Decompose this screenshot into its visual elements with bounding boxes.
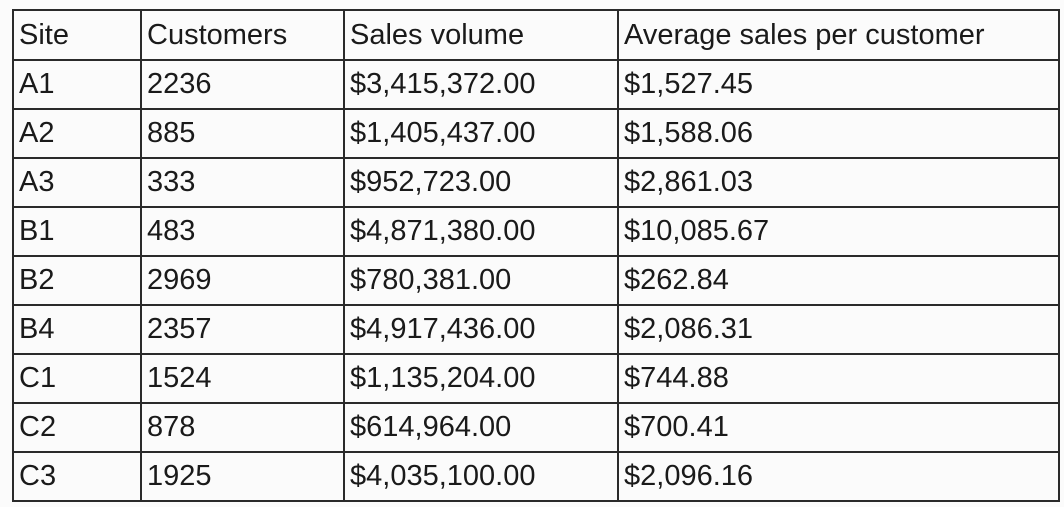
cell-site: C2 [12, 402, 142, 453]
header-average-sales: Average sales per customer [617, 9, 1060, 61]
table-row: C3 1925 $4,035,100.00 $2,096.16 [12, 451, 1060, 502]
cell-site: A3 [12, 157, 142, 208]
table-row: C1 1524 $1,135,204.00 $744.88 [12, 353, 1060, 404]
cell-sales-volume: $1,135,204.00 [343, 353, 619, 404]
cell-site: C3 [12, 451, 142, 502]
cell-average-sales: $1,588.06 [617, 108, 1060, 159]
cell-site: A2 [12, 108, 142, 159]
cell-customers: 2969 [140, 255, 345, 306]
cell-site: C1 [12, 353, 142, 404]
cell-sales-volume: $952,723.00 [343, 157, 619, 208]
cell-sales-volume: $3,415,372.00 [343, 59, 619, 110]
cell-site: B2 [12, 255, 142, 306]
cell-average-sales: $262.84 [617, 255, 1060, 306]
table-row: A1 2236 $3,415,372.00 $1,527.45 [12, 59, 1060, 110]
header-site: Site [12, 9, 142, 61]
cell-sales-volume: $780,381.00 [343, 255, 619, 306]
cell-customers: 333 [140, 157, 345, 208]
cell-average-sales: $2,096.16 [617, 451, 1060, 502]
cell-sales-volume: $4,917,436.00 [343, 304, 619, 355]
cell-customers: 885 [140, 108, 345, 159]
cell-sales-volume: $614,964.00 [343, 402, 619, 453]
table-row: A3 333 $952,723.00 $2,861.03 [12, 157, 1060, 208]
cell-average-sales: $744.88 [617, 353, 1060, 404]
cell-average-sales: $2,861.03 [617, 157, 1060, 208]
cell-site: A1 [12, 59, 142, 110]
cell-sales-volume: $4,871,380.00 [343, 206, 619, 257]
cell-average-sales: $1,527.45 [617, 59, 1060, 110]
cell-sales-volume: $4,035,100.00 [343, 451, 619, 502]
header-customers: Customers [140, 9, 345, 61]
table-row: A2 885 $1,405,437.00 $1,588.06 [12, 108, 1060, 159]
header-sales-volume: Sales volume [343, 9, 619, 61]
cell-customers: 1925 [140, 451, 345, 502]
cell-average-sales: $10,085.67 [617, 206, 1060, 257]
table-row: B4 2357 $4,917,436.00 $2,086.31 [12, 304, 1060, 355]
cell-customers: 1524 [140, 353, 345, 404]
cell-customers: 2236 [140, 59, 345, 110]
cell-site: B4 [12, 304, 142, 355]
cell-customers: 2357 [140, 304, 345, 355]
cell-sales-volume: $1,405,437.00 [343, 108, 619, 159]
sales-table: Site Customers Sales volume Average sale… [12, 9, 1060, 502]
cell-average-sales: $2,086.31 [617, 304, 1060, 355]
table-row: B1 483 $4,871,380.00 $10,085.67 [12, 206, 1060, 257]
cell-site: B1 [12, 206, 142, 257]
table-row: B2 2969 $780,381.00 $262.84 [12, 255, 1060, 306]
table-header-row: Site Customers Sales volume Average sale… [12, 9, 1060, 61]
table-row: C2 878 $614,964.00 $700.41 [12, 402, 1060, 453]
cell-customers: 483 [140, 206, 345, 257]
cell-customers: 878 [140, 402, 345, 453]
cell-average-sales: $700.41 [617, 402, 1060, 453]
